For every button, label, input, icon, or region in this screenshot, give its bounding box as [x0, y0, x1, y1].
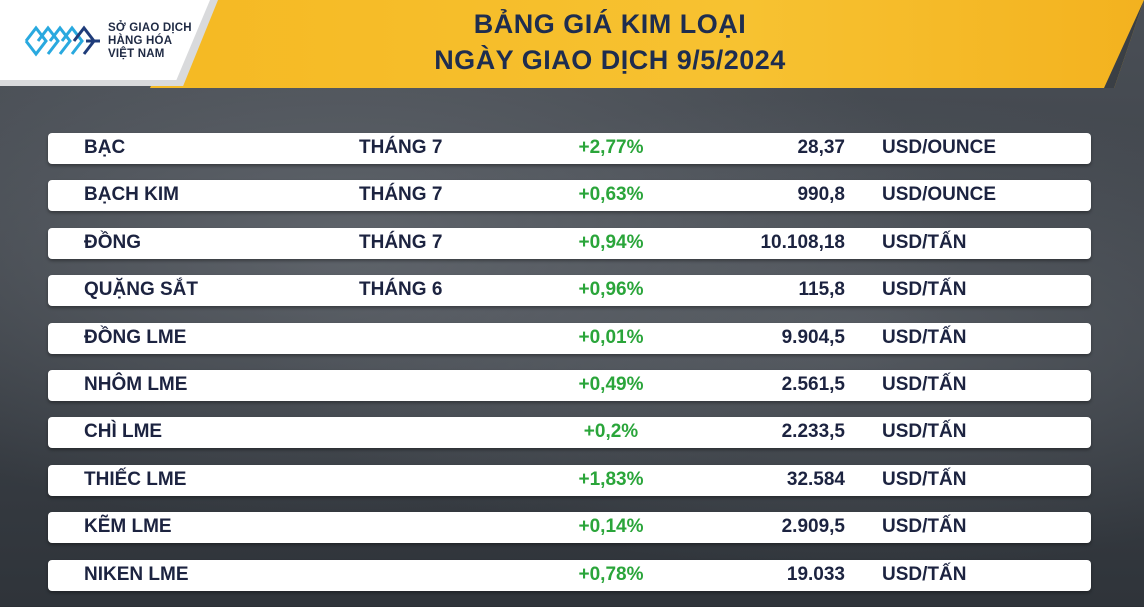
metal-name: CHÌ LME: [84, 421, 163, 443]
logo-line-1: SỞ GIAO DỊCH: [108, 22, 192, 34]
price-change: +2,77%: [578, 137, 644, 158]
price-unit: USD/OUNCE: [882, 184, 997, 206]
table-row: BẠC THÁNG 7 +2,77% 28,37 USD/OUNCE: [48, 133, 1091, 164]
price-change: +0,14%: [578, 516, 644, 538]
price-value: 32.584: [786, 468, 845, 490]
metal-name: THIẾC LME: [84, 468, 187, 490]
logo-wordmark: SỞ GIAO DỊCH HÀNG HÓA VIỆT NAM: [108, 22, 192, 61]
price-change: +0,49%: [578, 373, 644, 395]
metals-price-table: BẠC THÁNG 7 +2,77% 28,37 USD/OUNCE BẠCH …: [48, 133, 1091, 607]
logo-panel: SỞ GIAO DỊCH HÀNG HÓA VIỆT NAM: [0, 0, 210, 80]
price-unit: USD/TẤN: [882, 563, 967, 585]
price-value: 2.561,5: [781, 373, 845, 395]
table-row: QUẶNG SẮT THÁNG 6 +0,96% 115,8 USD/TẤN: [48, 275, 1091, 307]
contract-month: THÁNG 6: [359, 279, 443, 301]
title-line-1: BẢNG GIÁ KIM LOẠI: [473, 9, 747, 39]
price-change: +0,01%: [578, 326, 644, 348]
table-row: NHÔM LME +0,49% 2.561,5 USD/TẤN: [48, 369, 1091, 401]
metal-name: KẼM LME: [84, 516, 172, 538]
exchange-logo-icon: [24, 25, 100, 57]
price-change: +0,96%: [578, 279, 644, 301]
table-row: BẠCH KIM THÁNG 7 +0,63% 990,8 USD/OUNCE: [48, 180, 1091, 212]
price-unit: USD/TẤN: [882, 516, 967, 538]
price-value: 115,8: [798, 279, 846, 301]
logo-line-3: VIỆT NAM: [108, 48, 165, 60]
title-banner: [150, 0, 1144, 88]
metal-name: BẠC: [84, 137, 126, 158]
price-unit: USD/TẤN: [882, 326, 967, 348]
price-change: +1,83%: [578, 468, 644, 490]
price-value: 2.233,5: [781, 421, 845, 443]
price-value: 28,37: [797, 137, 845, 158]
table-row: NIKEN LME +0,78% 19.033 USD/TẤN: [48, 559, 1091, 591]
table-row: ĐỒNG LME +0,01% 9.904,5 USD/TẤN: [48, 322, 1091, 354]
contract-month: THÁNG 7: [359, 137, 443, 158]
metal-name: NHÔM LME: [84, 373, 188, 395]
logo-line-2: HÀNG HÓA: [108, 35, 173, 47]
price-unit: USD/TẤN: [882, 373, 967, 395]
contract-month: THÁNG 7: [359, 184, 443, 206]
metal-name: ĐỒNG: [84, 231, 141, 253]
table-row: KẼM LME +0,14% 2.909,5 USD/TẤN: [48, 512, 1091, 544]
price-unit: USD/TẤN: [882, 468, 967, 490]
metal-name: ĐỒNG LME: [84, 326, 187, 348]
price-unit: USD/TẤN: [882, 421, 967, 443]
table-row: CHÌ LME +0,2% 2.233,5 USD/TẤN: [48, 417, 1091, 449]
page-title: BẢNG GIÁ KIM LOẠI NGÀY GIAO DỊCH 9/5/202…: [300, 6, 920, 78]
metal-name: BẠCH KIM: [84, 184, 179, 206]
header-banner: SỞ GIAO DỊCH HÀNG HÓA VIỆT NAM BẢNG GIÁ …: [0, 0, 1144, 88]
title-line-2: NGÀY GIAO DỊCH 9/5/2024: [434, 45, 786, 75]
price-value: 990,8: [797, 184, 845, 206]
table-row: ĐỒNG THÁNG 7 +0,94% 10.108,18 USD/TẤN: [48, 227, 1091, 259]
table-row: THIẾC LME +1,83% 32.584 USD/TẤN: [48, 464, 1091, 496]
price-unit: USD/OUNCE: [882, 137, 997, 158]
price-value: 10.108,18: [760, 231, 845, 253]
metal-name: NIKEN LME: [84, 563, 189, 585]
price-change: +0,2%: [583, 421, 639, 443]
price-value: 2.909,5: [781, 516, 845, 538]
price-value: 9.904,5: [781, 326, 845, 348]
price-unit: USD/TẤN: [882, 231, 967, 253]
contract-month: THÁNG 7: [359, 231, 443, 253]
price-unit: USD/TẤN: [882, 279, 967, 301]
price-value: 19.033: [786, 563, 845, 585]
metal-name: QUẶNG SẮT: [84, 279, 198, 301]
price-change: +0,94%: [578, 231, 644, 253]
price-change: +0,63%: [578, 184, 644, 206]
price-change: +0,78%: [578, 563, 644, 585]
